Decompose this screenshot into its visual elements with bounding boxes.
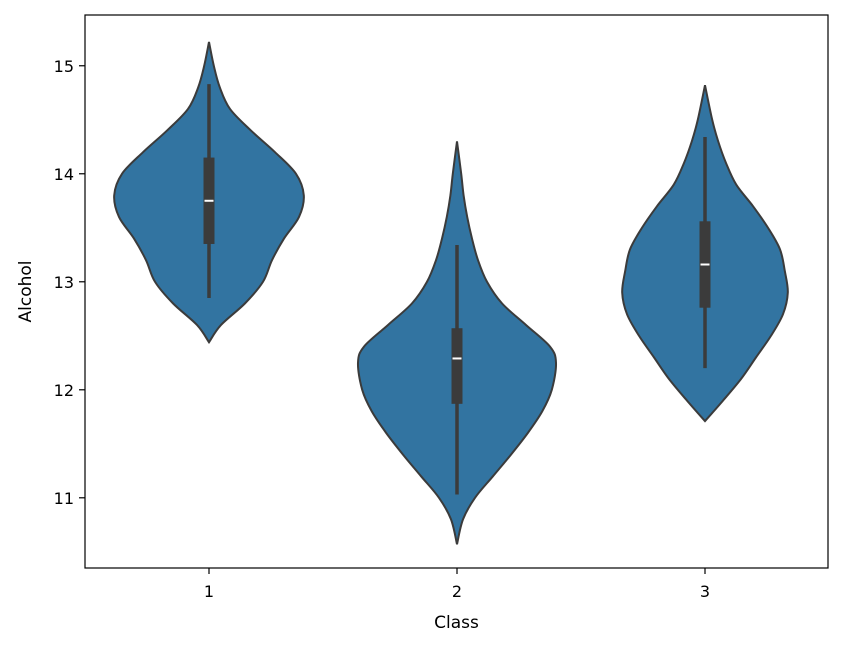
y-tick-label: 15 [54, 57, 74, 76]
x-tick-label: 3 [700, 582, 710, 601]
x-tick-label: 1 [204, 582, 214, 601]
y-tick-label: 11 [54, 489, 74, 508]
y-tick-label: 12 [54, 381, 74, 400]
violin-layer [113, 41, 789, 545]
box-layer [203, 84, 711, 495]
x-axis-ticks: 1 2 3 [204, 568, 710, 601]
y-tick-label: 13 [54, 273, 74, 292]
y-tick-label: 14 [54, 165, 74, 184]
iqr-box-class-2 [451, 328, 463, 404]
y-axis-ticks: 11 12 13 14 15 [54, 57, 85, 508]
y-axis-label: Alcohol [16, 261, 36, 323]
x-axis-label: Class [434, 613, 479, 633]
x-tick-label: 2 [452, 582, 462, 601]
